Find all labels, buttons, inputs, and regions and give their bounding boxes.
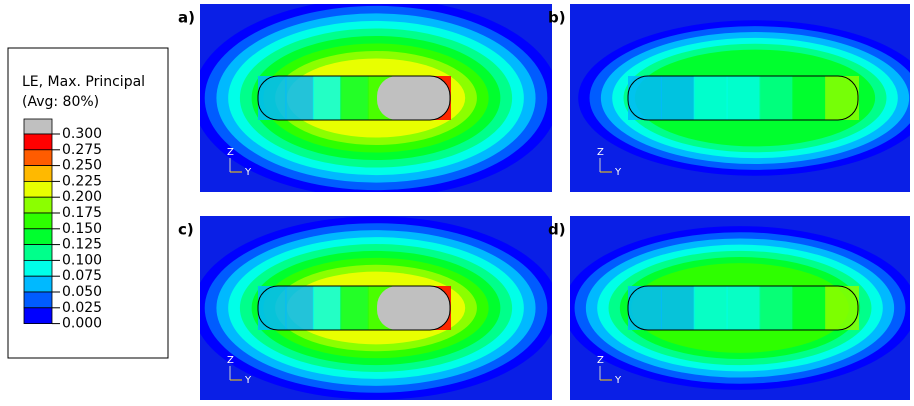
- swatch: [24, 308, 52, 324]
- panel: ZY: [193, 0, 559, 198]
- panel-label: a): [178, 9, 195, 27]
- color-bar: 0.3000.2750.2500.2250.2000.1750.1500.125…: [24, 119, 102, 332]
- legend-label: 0.300: [62, 126, 102, 142]
- specimen-band: [825, 76, 859, 120]
- legend-label: 0.175: [62, 205, 102, 221]
- specimen-band: [759, 286, 793, 330]
- legend-title: LE, Max. Principal: [22, 74, 145, 90]
- specimen-band: [694, 76, 728, 120]
- axis-y: Y: [244, 375, 252, 386]
- specimen-band: [792, 286, 826, 330]
- axis-z: Z: [227, 147, 234, 158]
- specimen-band: [285, 76, 313, 120]
- specimen-gray: [377, 76, 450, 120]
- specimen-band: [340, 286, 368, 330]
- specimen-band: [661, 76, 695, 120]
- panel: ZY: [193, 216, 559, 400]
- swatch: [24, 245, 52, 261]
- legend-label: 0.275: [62, 142, 102, 158]
- legend-label: 0.150: [62, 221, 102, 237]
- specimen-band: [727, 286, 761, 330]
- specimen-band: [340, 76, 368, 120]
- swatch: [24, 181, 52, 197]
- legend-label: 0.200: [62, 189, 102, 205]
- legend-label: 0.100: [62, 252, 102, 268]
- specimen-band: [759, 76, 793, 120]
- legend-label: 0.125: [62, 237, 102, 253]
- specimen-gray: [377, 286, 450, 330]
- panel: ZY: [563, 216, 914, 400]
- swatch: [24, 276, 52, 292]
- swatch: [24, 197, 52, 213]
- swatch: [24, 166, 52, 182]
- panel: ZY: [570, 4, 914, 192]
- swatch: [24, 150, 52, 166]
- legend-label: 0.075: [62, 268, 102, 284]
- swatch: [24, 134, 52, 150]
- axis-y: Y: [614, 375, 622, 386]
- legend-label: 0.050: [62, 284, 102, 300]
- specimen-band: [792, 76, 826, 120]
- panel-label: b): [548, 9, 566, 27]
- panels: ZYa)ZYb)ZYc)ZYd): [178, 0, 914, 400]
- axis-z: Z: [227, 355, 234, 366]
- swatch: [24, 260, 52, 276]
- legend-label: 0.025: [62, 300, 102, 316]
- legend-label: 0.000: [62, 316, 102, 332]
- specimen-band: [258, 286, 286, 330]
- specimen-band: [285, 286, 313, 330]
- panel-label: d): [548, 221, 566, 239]
- swatch: [24, 229, 52, 245]
- legend-label: 0.225: [62, 173, 102, 189]
- specimen-band: [313, 286, 341, 330]
- panel-label: c): [178, 221, 194, 239]
- swatch: [24, 119, 52, 134]
- specimen-band: [313, 76, 341, 120]
- specimen-band: [258, 76, 286, 120]
- axis-z: Z: [597, 147, 604, 158]
- axis-y: Y: [244, 167, 252, 178]
- specimen-band: [661, 286, 695, 330]
- specimen-band: [727, 76, 761, 120]
- specimen-band: [694, 286, 728, 330]
- specimen-band: [825, 286, 859, 330]
- axis-y: Y: [614, 167, 622, 178]
- swatch: [24, 292, 52, 308]
- legend-label: 0.250: [62, 158, 102, 174]
- axis-z: Z: [597, 355, 604, 366]
- figure: LE, Max. Principal (Avg: 80%) 0.3000.275…: [0, 0, 914, 402]
- swatch: [24, 213, 52, 229]
- legend-subtitle: (Avg: 80%): [22, 94, 99, 110]
